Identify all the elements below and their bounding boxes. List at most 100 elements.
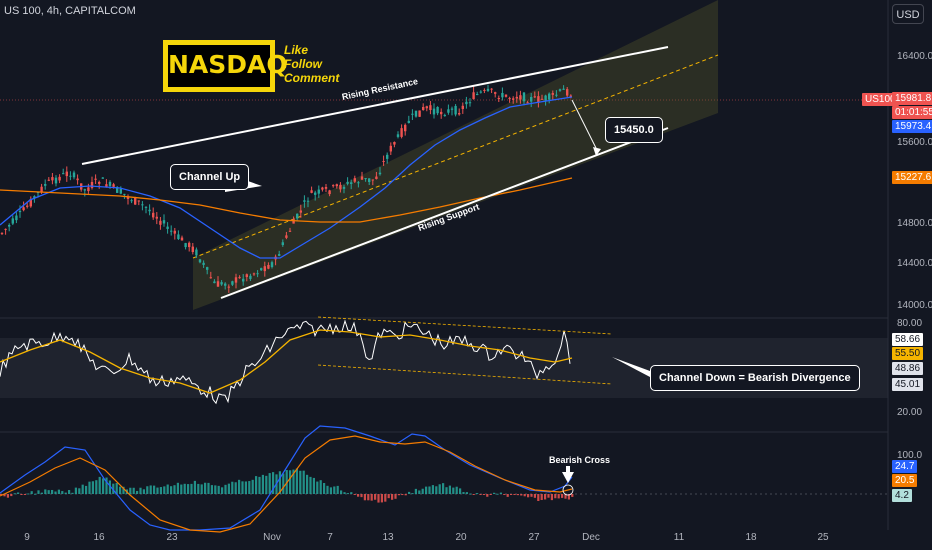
- macd-histogram-bar: [146, 486, 149, 494]
- candle-body: [285, 235, 288, 238]
- macd-histogram-bar: [81, 484, 84, 494]
- macd-histogram-bar: [408, 491, 411, 494]
- macd-histogram-bar: [486, 494, 489, 497]
- channel-down-callout[interactable]: Channel Down = Bearish Divergence: [650, 365, 860, 391]
- candle-body: [360, 176, 364, 180]
- macd-histogram-bar: [64, 492, 67, 494]
- macd-histogram-bar: [74, 487, 77, 494]
- macd-histogram-bar: [299, 470, 302, 494]
- candle-body: [252, 273, 256, 275]
- macd-histogram-bar: [513, 494, 516, 495]
- macd-histogram-bar: [265, 475, 268, 494]
- macd-histogram-bar: [217, 485, 220, 494]
- price-tick: 16400.0: [897, 51, 932, 62]
- candle-body: [98, 181, 101, 184]
- candle-body: [166, 226, 169, 229]
- macd-histogram-bar: [17, 492, 20, 494]
- macd-histogram-bar: [170, 486, 173, 494]
- candle-body: [213, 281, 216, 284]
- comment-label: Comment: [284, 71, 340, 85]
- rsi-channel-top: [317, 316, 613, 335]
- candle-body: [306, 200, 310, 202]
- macd-histogram-bar: [180, 484, 183, 494]
- macd-histogram-bar: [0, 494, 3, 496]
- macd-histogram-bar: [61, 491, 64, 494]
- macd-histogram-bar: [319, 480, 322, 494]
- macd-histogram-bar: [547, 494, 550, 498]
- candle-body: [281, 242, 284, 246]
- candle-body: [458, 113, 461, 115]
- candle-body: [454, 105, 457, 115]
- rsi-ma-tag: 55.50: [892, 347, 924, 360]
- candle-body: [566, 89, 569, 96]
- candle-body: [357, 182, 360, 184]
- macd-histogram-bar: [391, 494, 394, 500]
- macd-histogram-bar: [571, 494, 574, 497]
- candle-body: [404, 124, 407, 132]
- macd-histogram-bar: [380, 494, 383, 503]
- ma-fast-line: [0, 96, 573, 259]
- macd-histogram-bar: [493, 492, 496, 494]
- candle-body: [216, 281, 220, 287]
- candle-body: [69, 175, 72, 177]
- rsi-channel-bottom: [317, 364, 613, 385]
- candle-body: [263, 266, 266, 272]
- macd-histogram-bar: [550, 494, 553, 501]
- candle-body: [184, 243, 187, 248]
- macd-histogram-bar: [540, 494, 543, 501]
- bearish-cross-label: Bearish Cross: [549, 455, 611, 465]
- candle-body: [332, 185, 335, 187]
- candle-body: [476, 94, 479, 96]
- macd-histogram-bar: [142, 489, 145, 494]
- candle-body: [314, 192, 317, 195]
- candle-body: [371, 179, 374, 181]
- candle-body: [260, 268, 263, 271]
- candle-body: [432, 108, 436, 115]
- macd-histogram-bar: [261, 474, 264, 494]
- macd-histogram-bar: [411, 493, 414, 495]
- candle-body: [353, 178, 356, 182]
- macd-histogram-bar: [197, 483, 200, 494]
- candle-body: [450, 108, 454, 110]
- candle-body: [249, 275, 252, 279]
- macd-histogram-bar: [292, 469, 295, 494]
- macd-histogram-bar: [13, 493, 16, 495]
- currency-button[interactable]: USD: [892, 4, 924, 24]
- macd-histogram-bar: [309, 476, 312, 494]
- macd-histogram-bar: [418, 490, 421, 494]
- macd-histogram-bar: [166, 484, 169, 494]
- rsi-tick: 20.00: [897, 407, 923, 418]
- macd-histogram-bar: [459, 488, 462, 494]
- time-tick: 9: [24, 532, 30, 543]
- time-tick: 7: [327, 532, 333, 543]
- candle-body: [447, 109, 450, 113]
- candle-body: [209, 277, 212, 279]
- candle-body: [501, 92, 504, 98]
- candle-body: [90, 181, 94, 188]
- macd-histogram-bar: [204, 482, 207, 494]
- macd-histogram-bar: [469, 493, 472, 495]
- macd-histogram-bar: [336, 485, 339, 494]
- macd-histogram-bar: [176, 482, 179, 494]
- macd-histogram-bar: [564, 494, 567, 499]
- signal-value-tag: 20.5: [892, 474, 918, 487]
- candle-body: [141, 204, 144, 206]
- like-label: Like: [284, 43, 309, 57]
- candle-body: [335, 184, 338, 187]
- time-tick: 23: [166, 532, 178, 543]
- macd-histogram-bar: [98, 476, 101, 494]
- signal-line: [0, 435, 573, 533]
- candle-body: [310, 190, 313, 193]
- candle-body: [321, 187, 324, 190]
- target-callout[interactable]: 15450.0: [605, 117, 663, 143]
- macd-histogram-bar: [190, 483, 193, 494]
- symbol-title: US 100, 4h, CAPITALCOM: [4, 5, 136, 17]
- rsi-value-tag: 58.66: [892, 333, 924, 346]
- candle-body: [44, 184, 47, 186]
- candle-body: [558, 89, 562, 91]
- macd-histogram-bar: [95, 480, 98, 494]
- channel-up-callout[interactable]: Channel Up: [170, 164, 250, 190]
- candle-body: [479, 91, 482, 93]
- macd-histogram-bar: [533, 494, 536, 498]
